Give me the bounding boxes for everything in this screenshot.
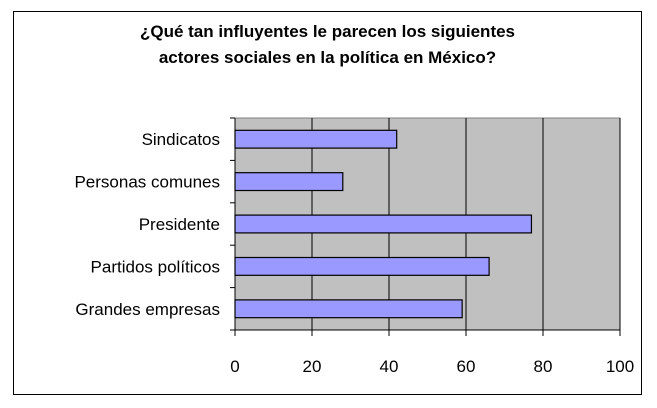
chart-title: ¿Qué tan influyentes le parecen los sigu… [139,22,516,67]
category-label: Grandes empresas [75,300,220,319]
bar-personas-comunes [234,172,344,192]
category-label: Personas comunes [74,173,220,192]
bar-partidos-pol-ticos [234,256,490,276]
bar-presidente [234,214,533,234]
bar-sindicatos [234,129,398,149]
category-label: Presidente [139,215,220,234]
x-tick-label: 20 [303,357,322,376]
x-tick-label: 60 [457,357,476,376]
category-label: Sindicatos [142,130,220,149]
plot-area: 0 20 40 60 80 100 Sindicatos Personas comunes Pr… [74,117,634,376]
x-tick-label: 0 [230,357,239,376]
x-tick-label: 100 [606,357,634,376]
bar-grandes-empresas [234,299,463,319]
x-tick-label: 80 [534,357,553,376]
category-label: Partidos políticos [91,257,220,276]
x-tick-label: 40 [380,357,399,376]
